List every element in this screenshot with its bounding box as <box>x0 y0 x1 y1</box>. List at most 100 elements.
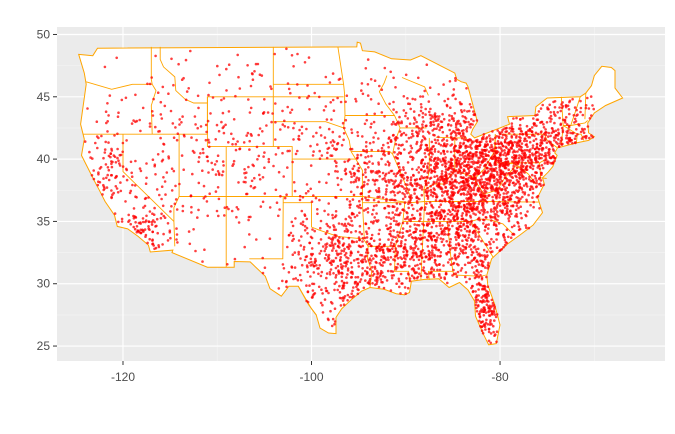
location-point <box>487 223 491 226</box>
location-point <box>469 143 472 147</box>
location-point <box>169 109 173 113</box>
location-point <box>377 102 380 105</box>
location-point <box>309 187 313 191</box>
location-point <box>334 210 338 213</box>
location-point <box>157 244 160 247</box>
location-point <box>514 174 517 178</box>
location-point <box>471 123 474 126</box>
location-point <box>370 220 373 224</box>
location-point <box>482 306 486 310</box>
location-point <box>405 187 409 190</box>
location-point <box>169 210 172 213</box>
location-point <box>558 106 561 109</box>
location-point <box>520 142 524 145</box>
location-point <box>312 194 315 197</box>
location-point <box>249 184 253 188</box>
location-point <box>428 272 431 275</box>
location-point <box>384 163 388 166</box>
location-point <box>469 243 472 247</box>
location-point <box>437 150 440 153</box>
location-point <box>574 141 577 145</box>
location-point <box>248 139 251 143</box>
location-point <box>344 251 348 255</box>
location-point <box>554 114 557 117</box>
location-point <box>470 259 474 263</box>
location-point <box>324 243 327 246</box>
location-point <box>435 217 439 220</box>
location-point <box>196 126 199 130</box>
location-point <box>434 243 437 247</box>
location-point <box>488 176 492 179</box>
location-point <box>354 178 358 182</box>
location-point <box>344 118 348 122</box>
location-point <box>463 227 467 231</box>
location-point <box>251 78 255 81</box>
location-point <box>551 161 555 164</box>
location-point <box>97 136 100 140</box>
location-point <box>300 235 303 238</box>
location-point <box>535 124 538 128</box>
location-point <box>476 247 480 251</box>
location-point <box>504 127 508 130</box>
location-point <box>482 222 485 225</box>
location-point <box>389 263 392 266</box>
location-point <box>329 268 333 271</box>
location-point <box>508 215 512 218</box>
location-point <box>376 272 379 276</box>
location-point <box>492 210 496 213</box>
location-point <box>363 258 367 261</box>
location-point <box>347 236 351 240</box>
location-point <box>399 265 403 269</box>
location-point <box>470 238 473 242</box>
location-point <box>361 135 364 138</box>
location-point <box>413 178 417 182</box>
location-point <box>399 292 402 295</box>
location-point <box>170 57 173 61</box>
location-point <box>473 256 476 260</box>
location-point <box>88 150 91 154</box>
location-point <box>420 161 423 164</box>
location-point <box>234 148 238 152</box>
location-point <box>555 134 558 137</box>
location-point <box>263 166 266 169</box>
location-point <box>502 197 505 201</box>
location-point <box>404 238 407 242</box>
location-point <box>500 188 503 192</box>
location-point <box>450 170 453 174</box>
location-point <box>299 257 302 260</box>
location-point <box>333 322 336 326</box>
location-point <box>557 145 561 148</box>
location-point <box>465 150 469 153</box>
location-point <box>164 193 167 196</box>
location-point <box>234 94 237 98</box>
location-point <box>432 180 436 184</box>
location-point <box>294 217 297 220</box>
location-point <box>292 181 296 184</box>
location-point <box>427 189 430 193</box>
location-point <box>540 171 543 175</box>
location-point <box>470 160 473 164</box>
location-point <box>493 223 496 226</box>
location-point <box>447 232 451 236</box>
location-point <box>426 171 430 174</box>
location-point <box>451 158 454 161</box>
location-point <box>357 166 361 170</box>
location-point <box>106 173 109 177</box>
location-point <box>392 242 396 246</box>
location-point <box>439 254 442 258</box>
location-point <box>395 220 398 223</box>
location-point <box>340 275 344 279</box>
location-point <box>506 190 510 194</box>
location-point <box>465 255 469 259</box>
location-point <box>412 258 416 262</box>
location-point <box>445 143 449 146</box>
location-point <box>382 243 386 247</box>
location-point <box>579 106 583 110</box>
location-point <box>517 127 521 130</box>
location-point <box>488 314 492 317</box>
location-point <box>507 162 511 166</box>
location-point <box>442 117 446 121</box>
location-point <box>177 62 180 66</box>
location-point <box>454 256 457 260</box>
location-point <box>510 122 514 125</box>
